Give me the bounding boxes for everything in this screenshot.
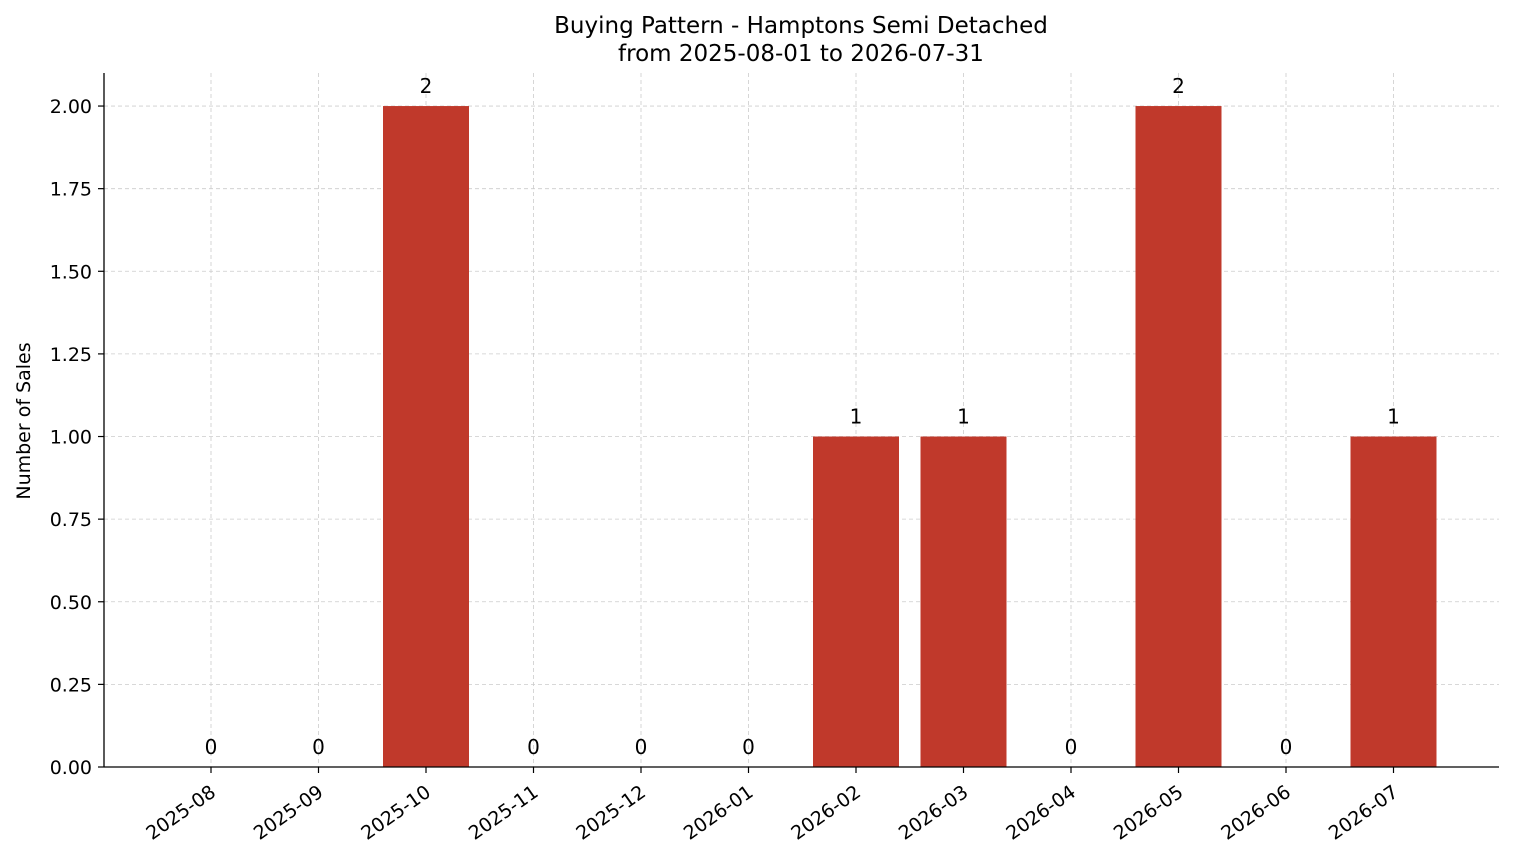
- x-tick-label: 2026-06: [1217, 781, 1295, 845]
- y-axis-label: Number of Sales: [13, 342, 35, 499]
- grid-layer: [104, 73, 1499, 768]
- bar-value-label: 1: [1387, 405, 1400, 429]
- bar-label-layer: 0 0 2 0 0 0 1 1 0 2 0 1: [205, 74, 1400, 759]
- y-tick-label: 0.75: [50, 509, 92, 531]
- bar-2025-10: [383, 106, 469, 768]
- x-tick-label: 2026-01: [680, 781, 758, 845]
- y-tick-label: 2.00: [50, 96, 92, 118]
- bar-value-label: 1: [850, 405, 863, 429]
- bar-value-label: 1: [957, 405, 970, 429]
- bar-value-label: 0: [635, 735, 648, 759]
- y-tick-label: 1.50: [50, 261, 92, 283]
- chart-subtitle: from 2025-08-01 to 2026-07-31: [618, 41, 984, 67]
- x-tick-label: 2025-08: [142, 781, 220, 845]
- x-tick-label: 2026-02: [787, 781, 865, 845]
- bar-value-label: 0: [205, 735, 218, 759]
- bar-value-label: 0: [742, 735, 755, 759]
- bar-value-label: 0: [1065, 735, 1078, 759]
- bar-2026-03: [920, 436, 1007, 767]
- bar-value-label: 0: [312, 735, 325, 759]
- y-tick-label: 0.00: [50, 757, 92, 779]
- bar-2026-02: [813, 436, 899, 767]
- y-tick-label: 0.25: [50, 674, 92, 696]
- x-tick-label: 2025-10: [357, 781, 435, 845]
- bar-value-label: 2: [1172, 74, 1185, 98]
- x-tick-label: 2026-07: [1325, 781, 1403, 845]
- bar-value-label: 2: [420, 74, 433, 98]
- y-tick-label: 0.50: [50, 592, 92, 614]
- x-tick-label: 2026-05: [1110, 781, 1188, 845]
- x-tick-label: 2025-11: [465, 781, 543, 845]
- bar-2026-07: [1350, 436, 1437, 767]
- x-tick-label: 2026-03: [895, 781, 973, 845]
- y-tick-label: 1.25: [50, 344, 92, 366]
- chart-title: Buying Pattern - Hamptons Semi Detached: [554, 13, 1048, 39]
- y-tick-label: 1.00: [50, 427, 92, 449]
- bar-value-label: 0: [1280, 735, 1293, 759]
- y-tick-label: 1.75: [50, 179, 92, 201]
- bar-layer: [383, 106, 1437, 768]
- bar-2026-05: [1135, 106, 1222, 768]
- bar-value-label: 0: [527, 735, 540, 759]
- x-tick-label: 2025-09: [250, 781, 328, 845]
- x-tick-label: 2026-04: [1002, 781, 1080, 845]
- x-tick-label: 2025-12: [572, 781, 650, 845]
